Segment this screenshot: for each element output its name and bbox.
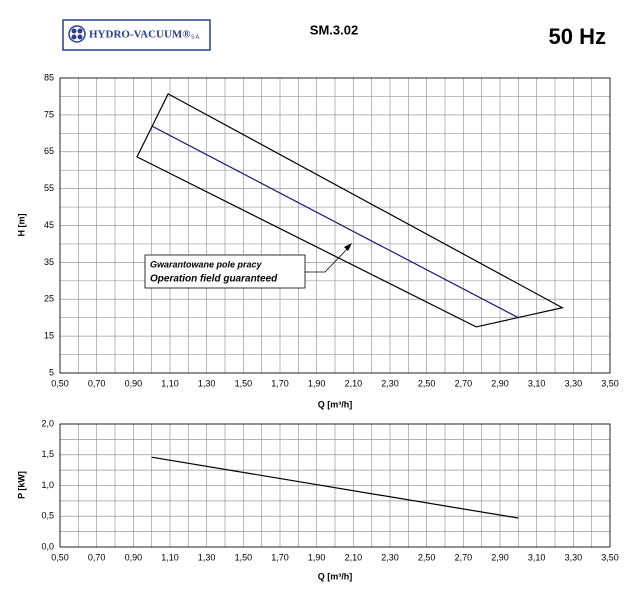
y-axis-label: P [kW] bbox=[16, 471, 26, 499]
y-tick-label: 55 bbox=[44, 183, 54, 193]
x-tick-label: 1,10 bbox=[161, 378, 179, 388]
curve bbox=[151, 456, 519, 519]
x-tick-label: 3,50 bbox=[601, 552, 619, 562]
x-tick-label: 2,30 bbox=[381, 552, 399, 562]
y-tick-label: 35 bbox=[44, 257, 54, 267]
x-tick-label: 0,50 bbox=[51, 552, 69, 562]
x-axis-label: Q [m³/h] bbox=[318, 399, 353, 409]
y-tick-label: 25 bbox=[44, 294, 54, 304]
x-tick-label: 0,50 bbox=[51, 378, 69, 388]
y-tick-label: 75 bbox=[44, 109, 54, 119]
annotation-box bbox=[144, 254, 306, 289]
x-tick-label: 0,90 bbox=[125, 552, 143, 562]
logo-text: HYDRO-VACUUM® bbox=[89, 29, 191, 41]
field-outline bbox=[136, 93, 565, 328]
logo-icon bbox=[68, 25, 86, 43]
arrow-head bbox=[344, 243, 352, 251]
y-tick-label: 0,0 bbox=[41, 541, 54, 551]
x-tick-label: 0,70 bbox=[88, 378, 106, 388]
x-tick-label: 3,10 bbox=[528, 378, 546, 388]
x-tick-label: 1,30 bbox=[198, 552, 216, 562]
x-tick-label: 1,50 bbox=[235, 378, 253, 388]
annotation: Gwarantowane pole pracy Operation field … bbox=[144, 243, 352, 289]
x-tick-label: 2,90 bbox=[491, 378, 509, 388]
x-tick-label: 1,70 bbox=[271, 378, 289, 388]
y-tick-label: 45 bbox=[44, 220, 54, 230]
x-tick-label: 2,50 bbox=[418, 552, 436, 562]
logo-icon bbox=[77, 28, 83, 34]
model-title: SM.3.02 bbox=[310, 22, 358, 37]
x-tick-label: 3,30 bbox=[565, 378, 583, 388]
y-tick-label: 85 bbox=[44, 72, 54, 82]
x-tick-label: 2,50 bbox=[418, 378, 436, 388]
plot-border bbox=[59, 423, 611, 548]
annotation-arrow bbox=[305, 245, 351, 273]
x-tick-label: 2,90 bbox=[491, 552, 509, 562]
x-tick-label: 3,50 bbox=[601, 378, 619, 388]
annotation-text: Gwarantowane pole pracy bbox=[150, 259, 263, 269]
logo-icon bbox=[77, 34, 83, 40]
x-tick-label: 0,70 bbox=[88, 552, 106, 562]
x-tick-label: 2,10 bbox=[345, 378, 363, 388]
y-tick-label: 5 bbox=[49, 367, 54, 377]
logo: HYDRO-VACUUM® S.A. bbox=[62, 19, 211, 51]
x-axis-label: Q [m³/h] bbox=[318, 571, 353, 581]
curve bbox=[151, 125, 519, 319]
y-tick-label: 0,5 bbox=[41, 511, 54, 521]
plot-border bbox=[59, 77, 611, 374]
x-tick-label: 1,90 bbox=[308, 378, 326, 388]
y-axis-label: H [m] bbox=[16, 214, 26, 237]
x-tick-label: 2,70 bbox=[455, 378, 473, 388]
x-tick-label: 1,10 bbox=[161, 552, 179, 562]
x-tick-label: 1,70 bbox=[271, 552, 289, 562]
x-tick-label: 2,70 bbox=[455, 552, 473, 562]
y-tick-label: 1,5 bbox=[41, 449, 54, 459]
annotation-text: Operation field guaranteed bbox=[150, 274, 278, 285]
logo-icon bbox=[71, 28, 77, 34]
x-tick-label: 3,10 bbox=[528, 552, 546, 562]
x-tick-label: 3,30 bbox=[565, 552, 583, 562]
logo-icon bbox=[71, 34, 77, 40]
logo-frame bbox=[62, 19, 211, 51]
logo-suffix: S.A. bbox=[191, 34, 200, 40]
y-tick-label: 2,0 bbox=[41, 418, 54, 428]
frequency: 50 Hz bbox=[549, 24, 606, 49]
y-tick-label: 1,0 bbox=[41, 480, 54, 490]
x-tick-label: 2,30 bbox=[381, 378, 399, 388]
x-tick-label: 1,50 bbox=[235, 552, 253, 562]
y-tick-label: 65 bbox=[44, 146, 54, 156]
y-tick-label: 15 bbox=[44, 331, 54, 341]
x-tick-label: 2,10 bbox=[345, 552, 363, 562]
x-tick-label: 1,30 bbox=[198, 378, 216, 388]
x-tick-label: 1,90 bbox=[308, 552, 326, 562]
x-tick-label: 0,90 bbox=[125, 378, 143, 388]
